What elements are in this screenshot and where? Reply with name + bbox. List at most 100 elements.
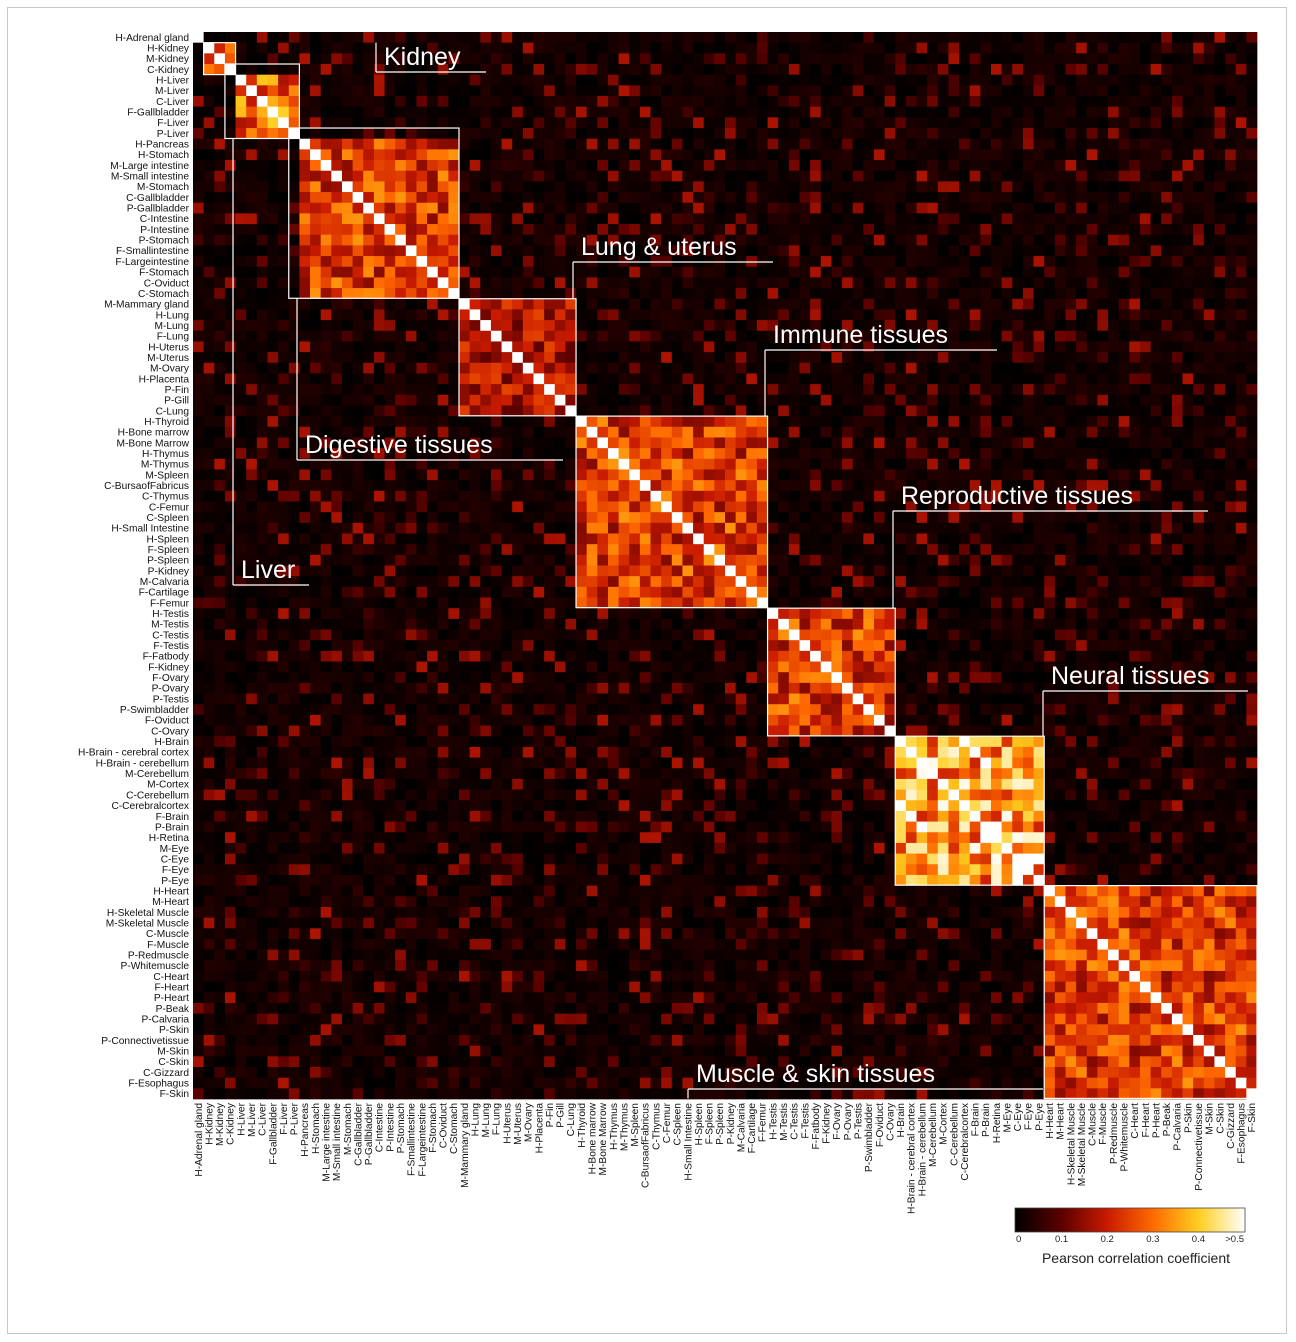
heatmap-cell	[448, 416, 460, 428]
heatmap-cell	[1150, 149, 1162, 161]
heatmap-cell	[490, 266, 502, 278]
heatmap-cell	[278, 32, 290, 44]
heatmap-cell	[1097, 42, 1109, 54]
heatmap-cell	[618, 53, 630, 65]
heatmap-cell	[1022, 160, 1034, 172]
heatmap-cell	[1033, 74, 1045, 86]
heatmap-cell	[384, 53, 396, 65]
heatmap-cell	[522, 469, 534, 481]
heatmap-cell	[810, 362, 822, 374]
heatmap-cell	[1193, 96, 1205, 108]
heatmap-cell	[1065, 288, 1077, 300]
heatmap-cell	[341, 106, 353, 118]
heatmap-cell	[725, 277, 736, 289]
heatmap-cell	[469, 245, 481, 257]
heatmap-cell	[671, 149, 683, 161]
heatmap-cell	[1108, 352, 1120, 364]
heatmap-cell	[490, 320, 502, 332]
heatmap-cell	[1001, 458, 1013, 470]
heatmap-cell	[852, 490, 864, 502]
heatmap-cell	[778, 384, 790, 396]
heatmap-cell	[873, 309, 885, 321]
heatmap-cell	[746, 149, 758, 161]
heatmap-cell	[1246, 373, 1258, 385]
heatmap-cell	[373, 512, 385, 524]
heatmap-cell	[1139, 554, 1151, 566]
heatmap-cell	[1022, 224, 1034, 236]
heatmap-cell	[618, 64, 630, 76]
heatmap-cell	[1203, 416, 1215, 428]
heatmap-cell	[927, 117, 939, 129]
heatmap-cell	[1214, 160, 1226, 172]
heatmap-cell	[448, 42, 460, 54]
heatmap-cell	[1225, 533, 1237, 545]
heatmap-cell	[416, 160, 428, 172]
heatmap-cell	[490, 160, 502, 172]
heatmap-cell	[459, 394, 470, 406]
heatmap-cell	[512, 106, 524, 118]
heatmap-cell	[1150, 437, 1162, 449]
heatmap-cell	[1097, 544, 1109, 556]
heatmap-cell	[1193, 384, 1205, 396]
heatmap-cell	[352, 490, 364, 502]
heatmap-cell	[703, 138, 715, 150]
heatmap-cell	[1235, 362, 1247, 374]
heatmap-cell	[895, 213, 907, 225]
heatmap-cell	[1193, 352, 1205, 364]
heatmap-cell	[1203, 298, 1215, 310]
heatmap-cell	[1086, 458, 1098, 470]
heatmap-cell	[586, 426, 598, 438]
heatmap-cell	[395, 544, 407, 556]
heatmap-cell	[341, 458, 353, 470]
heatmap-cell	[1139, 458, 1151, 470]
heatmap-cell	[437, 181, 449, 193]
heatmap-cell	[1150, 394, 1162, 406]
heatmap-cell	[873, 352, 885, 364]
heatmap-cell	[756, 170, 768, 182]
heatmap-cell	[512, 288, 524, 300]
heatmap-cell	[1076, 373, 1088, 385]
heatmap-cell	[437, 106, 449, 118]
heatmap-cell	[299, 32, 311, 44]
heatmap-cell	[512, 533, 524, 545]
heatmap-cell	[554, 42, 566, 54]
heatmap-cell	[1161, 192, 1173, 204]
heatmap-cell	[1214, 533, 1226, 545]
heatmap-cell	[895, 288, 907, 300]
heatmap-cell	[810, 256, 822, 268]
heatmap-cell	[459, 373, 470, 385]
heatmap-cell	[1193, 277, 1205, 289]
heatmap-cell	[873, 533, 885, 545]
heatmap-cell	[278, 426, 290, 438]
heatmap-cell	[278, 554, 290, 566]
heatmap-cell	[437, 138, 449, 150]
heatmap-cell	[427, 266, 439, 278]
heatmap-cell	[373, 160, 385, 172]
heatmap-cell	[299, 96, 311, 108]
heatmap-cell	[363, 437, 375, 449]
heatmap-cell	[278, 501, 290, 513]
heatmap-cell	[1161, 426, 1173, 438]
heatmap-cell	[203, 160, 215, 172]
heatmap-cell	[756, 96, 768, 108]
heatmap-cell	[597, 416, 609, 428]
heatmap-cell	[1171, 501, 1183, 513]
heatmap-cell	[1203, 522, 1215, 534]
heatmap-cell	[480, 288, 492, 300]
heatmap-cell	[395, 64, 407, 76]
heatmap-cell	[767, 384, 779, 396]
heatmap-cell	[810, 277, 822, 289]
heatmap-cell	[1086, 170, 1098, 182]
heatmap-cell	[554, 330, 566, 342]
heatmap-cell	[842, 32, 854, 44]
heatmap-cell	[682, 202, 694, 214]
heatmap-cell	[352, 64, 364, 76]
heatmap-cell	[384, 544, 396, 556]
heatmap-cell	[395, 256, 407, 268]
heatmap-cell	[533, 85, 545, 97]
heatmap-cell	[256, 469, 268, 481]
heatmap-cell	[948, 341, 960, 353]
heatmap-cell	[1033, 298, 1045, 310]
heatmap-cell	[1086, 288, 1098, 300]
heatmap-cell	[416, 245, 428, 257]
